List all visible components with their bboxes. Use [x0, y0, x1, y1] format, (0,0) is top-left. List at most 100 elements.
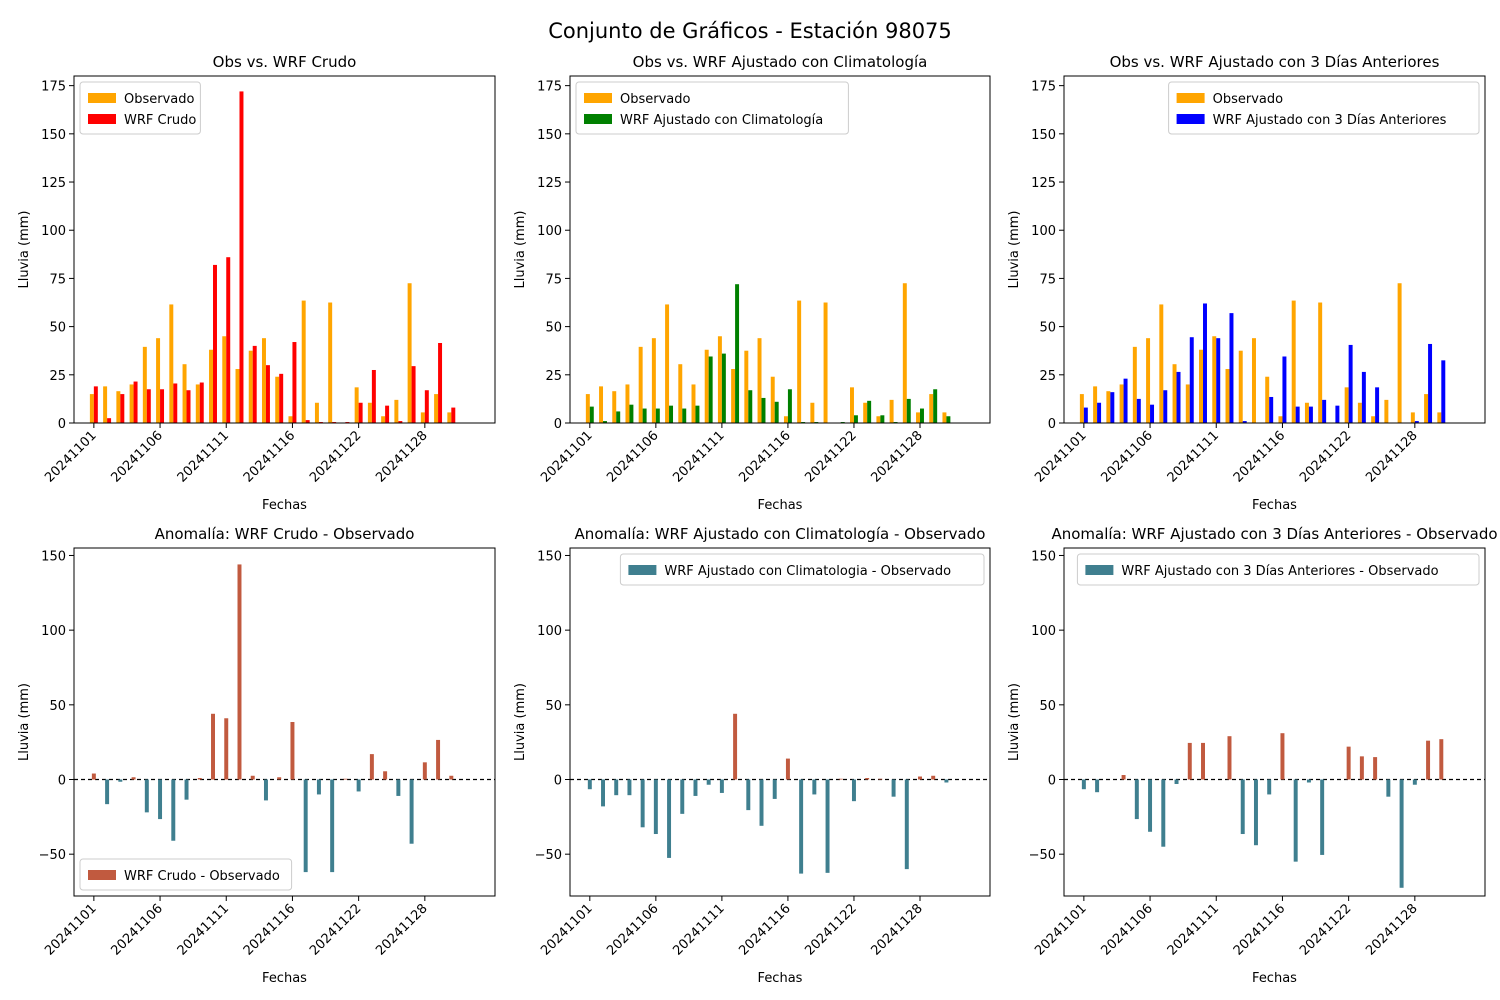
- bar-model: [1282, 356, 1287, 423]
- bar-observed: [1357, 402, 1362, 423]
- bar-model: [226, 257, 231, 423]
- bar-positive: [1187, 742, 1192, 780]
- bar-model: [213, 264, 217, 423]
- x-tick-label: 20241122: [1297, 428, 1354, 485]
- y-axis-label: Lluvia (mm): [17, 683, 32, 761]
- bar-observed: [823, 302, 828, 423]
- y-tick-label: 150: [41, 128, 66, 143]
- y-tick-label: 50: [1039, 699, 1056, 714]
- x-axis-label: Fechas: [758, 498, 803, 513]
- bar-observed: [169, 304, 174, 423]
- legend: Observado WRF Ajustado con 3 Días Anterio…: [1168, 81, 1480, 135]
- bar-negative: [799, 779, 804, 874]
- bar-model: [1348, 344, 1353, 423]
- bar-observed: [770, 376, 775, 423]
- bar-observed: [876, 416, 881, 423]
- bar-observed: [1251, 338, 1256, 423]
- subplot-6: Anomalía: WRF Ajustado con 3 Días Anteri…: [1007, 525, 1498, 986]
- x-tick-label: 20241106: [604, 428, 661, 485]
- bar-observed: [1291, 300, 1296, 423]
- bar-model: [946, 416, 951, 423]
- bar-positive: [436, 739, 441, 780]
- bar-positive: [733, 713, 738, 780]
- bar-negative: [1240, 779, 1245, 835]
- bar-negative: [105, 779, 110, 805]
- y-tick-label: 50: [545, 321, 562, 336]
- bar-observed: [209, 349, 214, 423]
- subplot-title: Obs vs. WRF Ajustado con Climatología: [633, 53, 928, 71]
- bar-observed: [1437, 412, 1442, 423]
- x-axis-label: Fechas: [262, 498, 307, 513]
- bar-observed: [103, 386, 108, 423]
- bar-positive: [1439, 739, 1444, 780]
- y-tick-label: 0: [1048, 774, 1056, 789]
- bar-model: [761, 397, 766, 423]
- bar-observed: [612, 391, 617, 423]
- bar-observed: [381, 416, 386, 423]
- y-tick-label: −50: [39, 848, 66, 863]
- bar-observed: [222, 336, 227, 423]
- bar-observed: [1238, 350, 1243, 423]
- bar-model: [1335, 405, 1340, 423]
- bar-observed: [1159, 304, 1164, 423]
- bar-model: [133, 381, 138, 423]
- x-tick-label: 20241116: [736, 901, 793, 958]
- subplot-title: Obs vs. WRF Ajustado con 3 Días Anterior…: [1110, 53, 1440, 71]
- bar-model: [1308, 406, 1313, 423]
- bar-positive: [422, 762, 427, 780]
- bar-model: [385, 405, 390, 423]
- bar-model: [252, 345, 257, 423]
- y-tick-label: 100: [1031, 624, 1056, 639]
- y-tick-label: 100: [537, 624, 562, 639]
- bar-model: [669, 405, 674, 423]
- bar-negative: [409, 779, 414, 844]
- y-axis-label: Lluvia (mm): [1007, 683, 1022, 761]
- bar-observed: [1146, 338, 1151, 423]
- bar-model: [1123, 378, 1128, 423]
- bar-positive: [918, 776, 922, 780]
- x-tick-label: 20241111: [670, 901, 727, 958]
- x-tick-label: 20241101: [538, 428, 595, 485]
- x-tick-label: 20241106: [1098, 901, 1155, 958]
- bar-observed: [314, 402, 319, 423]
- bar-negative: [1174, 779, 1179, 784]
- bar-positive: [878, 778, 883, 780]
- legend-label: WRF Ajustado con 3 Días Anteriores: [1213, 113, 1447, 128]
- bar-model: [1163, 390, 1168, 423]
- legend-swatch: [584, 114, 612, 124]
- bar-model: [1097, 402, 1102, 423]
- bar-model: [880, 415, 885, 423]
- bar-negative: [303, 779, 308, 873]
- bar-positive: [277, 777, 282, 780]
- bar-negative: [601, 779, 605, 807]
- bar-negative: [316, 779, 321, 795]
- legend-swatch: [584, 93, 612, 103]
- legend-box: [1076, 553, 1480, 586]
- bar-model: [642, 408, 647, 423]
- bar-negative: [330, 779, 335, 873]
- subplot-title: Anomalía: WRF Ajustado con 3 Días Anteri…: [1051, 525, 1497, 543]
- figure-title: Conjunto de Gráficos - Estación 98075: [548, 19, 952, 43]
- bar-observed: [1185, 384, 1190, 423]
- bar-model: [735, 284, 740, 423]
- x-tick-label: 20241116: [736, 428, 793, 485]
- bar-model: [1428, 343, 1433, 423]
- y-axis-label: Lluvia (mm): [17, 211, 32, 289]
- y-tick-label: 75: [49, 272, 66, 287]
- x-tick-label: 20241128: [868, 428, 925, 485]
- bar-model: [748, 390, 753, 423]
- bar-model: [93, 386, 98, 423]
- y-tick-label: 0: [1048, 417, 1056, 432]
- x-tick-label: 20241111: [1165, 428, 1222, 485]
- bar-observed: [1410, 412, 1415, 423]
- bar-negative: [851, 779, 856, 802]
- bar-observed: [1278, 416, 1283, 423]
- bar-model: [695, 405, 700, 423]
- y-tick-label: −50: [535, 848, 562, 863]
- bar-model: [1441, 360, 1446, 423]
- bar-model: [721, 353, 726, 423]
- bar-negative: [614, 779, 619, 796]
- x-tick-label: 20241116: [1231, 428, 1288, 485]
- bar-positive: [383, 771, 388, 780]
- bar-model: [682, 408, 687, 423]
